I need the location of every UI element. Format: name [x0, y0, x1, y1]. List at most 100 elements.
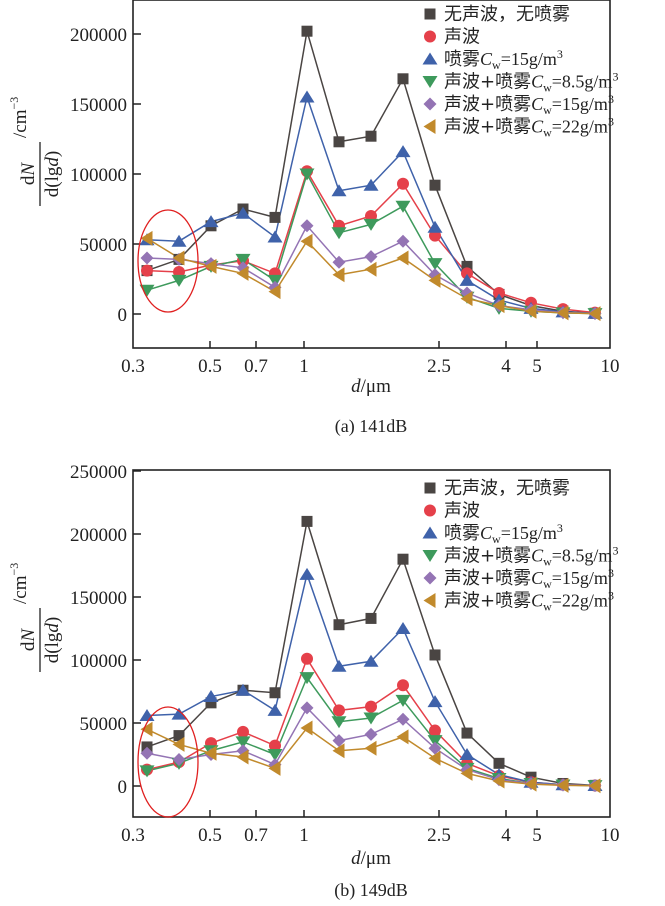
data-point-s4: [299, 672, 315, 685]
caption-a: (a) 141dB: [335, 416, 407, 437]
data-point-s6: [556, 777, 569, 793]
data-point-s3: [427, 695, 443, 708]
caption-b: (b) 149dB: [334, 880, 408, 901]
data-point-s5: [332, 255, 346, 269]
legend-marker-2: [424, 504, 436, 517]
legend-marker-1: [424, 8, 436, 20]
x-tick-label: 0.7: [244, 825, 268, 846]
y-tick-label: 50000: [80, 714, 128, 735]
legend-label-1: 无声波，无喷雾: [444, 4, 570, 25]
chart-b: 0 50000 100000 150000 200000 250000 0.3 0.5 0.7…: [7, 462, 620, 901]
data-point-s6: [460, 291, 473, 307]
data-point-s5: [140, 746, 154, 760]
data-point-s5: [300, 219, 314, 233]
x-axis-title: d/μm: [351, 848, 391, 869]
data-point-s6: [364, 740, 377, 756]
x-tick-label: 10: [601, 825, 620, 846]
legend-label-4: 声波+喷雾Cw=8.5g/m3: [444, 544, 618, 569]
data-point-s2: [429, 724, 441, 737]
x-tick-label: 0.7: [244, 356, 268, 377]
data-point-s6: [556, 305, 569, 321]
data-point-s5: [300, 701, 314, 715]
y-axis: 0 50000 100000 150000 200000: [70, 25, 141, 326]
y-tick-label: 200000: [70, 525, 127, 546]
data-point-s3: [363, 178, 379, 191]
data-point-s6: [492, 298, 505, 314]
y-axis-title: dN d(lgd) /cm−3: [7, 563, 63, 672]
data-point-s1: [429, 179, 441, 191]
data-point-s2: [365, 700, 377, 713]
data-point-s1: [173, 730, 185, 742]
legend-label-6: 声波+喷雾Cw=22g/m3: [444, 115, 614, 140]
x-tick-label: 1: [299, 356, 309, 377]
data-point-s4: [299, 168, 315, 181]
data-point-s6: [300, 720, 313, 736]
data-point-s5: [364, 250, 378, 264]
chart-a: 0 50000 100000 150000 200000 0.3 0.5 0.7 1 2.5 4 5…: [7, 0, 620, 437]
data-point-s2: [269, 739, 281, 752]
data-point-s1: [397, 73, 409, 85]
legend-label-5: 声波+喷雾Cw=15g/m3: [444, 92, 614, 117]
data-point-s6: [460, 765, 473, 781]
x-tick-label: 0.3: [121, 356, 145, 377]
data-point-s1: [365, 130, 377, 142]
x-tick-label: 0.3: [121, 825, 145, 846]
y-tick-label: 50000: [80, 235, 128, 256]
legend-marker-6: [423, 119, 436, 134]
x-axis-title: d/μm: [351, 376, 391, 397]
data-point-s2: [493, 287, 505, 299]
data-point-s6: [300, 233, 313, 249]
legend-label-3: 喷雾Cw=15g/m3: [444, 47, 563, 72]
legend-marker-4: [422, 76, 438, 88]
data-point-s4: [139, 284, 155, 297]
legend-marker-6: [423, 593, 436, 608]
data-point-s6: [268, 760, 281, 776]
legend-marker-5: [423, 571, 437, 585]
data-point-s2: [397, 679, 409, 692]
x-tick-label: 1: [299, 825, 309, 846]
x-axis: 0.3 0.5 0.7 1 2.5 4 5 10: [121, 341, 620, 377]
x-tick-label: 4: [501, 825, 511, 846]
data-point-s5: [332, 734, 346, 748]
data-point-s3: [427, 220, 443, 233]
data-point-s5: [172, 753, 186, 767]
ylabel-unit: /cm−3: [7, 563, 31, 604]
legend-marker-3: [422, 526, 438, 539]
data-point-s3: [363, 654, 379, 667]
legend-label-2: 声波: [444, 27, 480, 48]
data-point-s3: [299, 567, 315, 580]
legend-label-4: 声波+喷雾Cw=8.5g/m3: [444, 70, 618, 95]
y-tick-label: 200000: [70, 25, 127, 46]
x-tick-label: 2.5: [427, 825, 451, 846]
ylabel-denominator: d(lgd): [42, 151, 63, 197]
x-tick-label: 10: [601, 356, 620, 377]
data-point-s1: [461, 260, 473, 272]
data-point-s6: [140, 230, 153, 246]
data-point-s6: [332, 267, 345, 283]
data-point-s1: [493, 757, 505, 769]
data-point-s4: [267, 749, 283, 761]
data-point-s6: [588, 306, 601, 322]
data-point-s6: [396, 729, 409, 745]
data-point-s2: [237, 725, 249, 738]
data-point-s6: [204, 745, 217, 761]
data-point-s1: [429, 649, 441, 661]
data-point-s2: [141, 264, 153, 277]
ylabel-unit: /cm−3: [7, 97, 31, 138]
x-tick-label: 5: [532, 356, 542, 377]
legend-marker-5: [423, 97, 437, 111]
x-tick-label: 2.5: [427, 356, 451, 377]
legend-marker-1: [424, 482, 436, 494]
data-point-s4: [363, 712, 379, 725]
y-tick-label: 0: [118, 305, 128, 326]
data-point-s6: [172, 736, 185, 752]
data-point-s4: [139, 765, 155, 778]
data-point-s6: [204, 258, 217, 274]
data-point-s6: [364, 261, 377, 277]
data-point-s4: [427, 258, 443, 271]
legend-label-5: 声波+喷雾Cw=15g/m3: [444, 566, 614, 591]
data-point-s1: [365, 612, 377, 624]
y-tick-label: 150000: [70, 588, 127, 609]
y-tick-label: 100000: [70, 165, 127, 186]
